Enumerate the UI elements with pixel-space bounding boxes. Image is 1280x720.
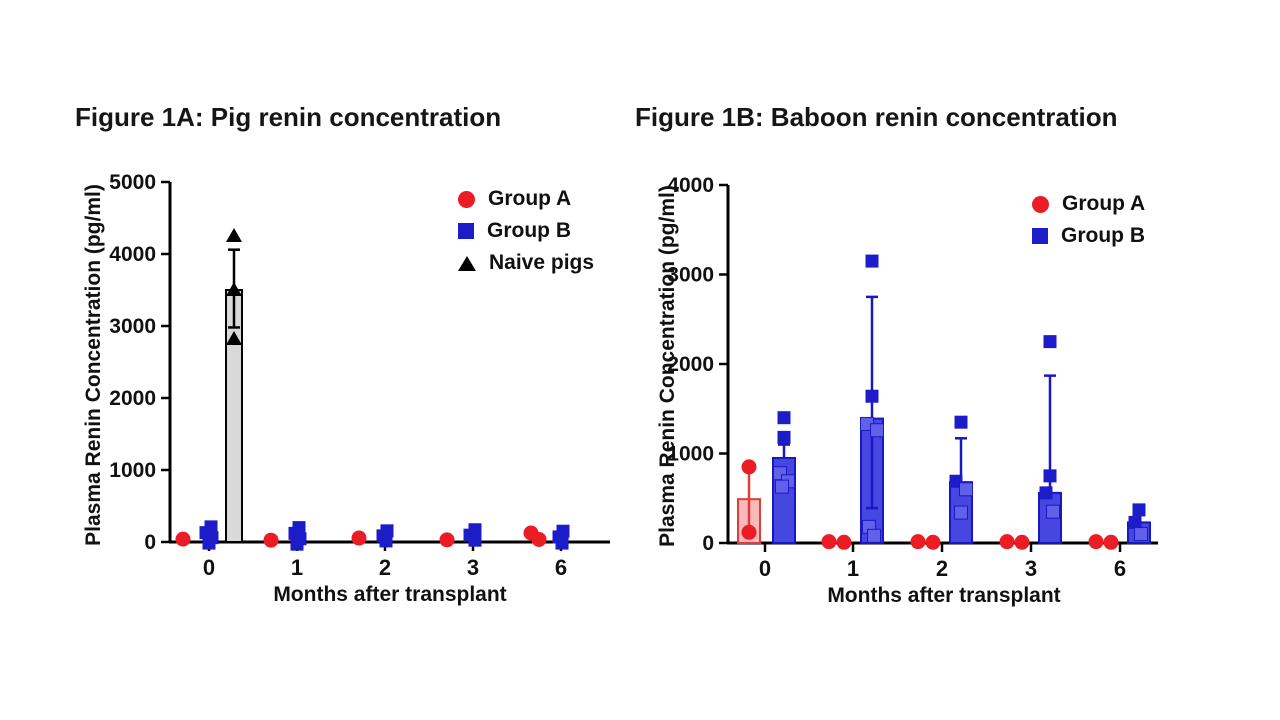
y-tick-label: 5000 — [109, 171, 156, 194]
data-point-square — [865, 254, 879, 268]
data-point-circle — [175, 531, 191, 547]
legend-row-naive-pigs: Naive pigs — [458, 247, 594, 279]
x-tick-label: 1 — [291, 555, 303, 580]
data-point-square — [1132, 503, 1146, 517]
y-tick-label: 1000 — [109, 459, 156, 482]
x-axis-label-fig1b: Months after transplant — [827, 584, 1061, 607]
y-tick-label: 1000 — [667, 443, 714, 466]
data-point-circle — [351, 530, 367, 546]
legend-label: Group A — [488, 187, 572, 210]
square-marker-icon — [1032, 228, 1048, 244]
data-point-square — [954, 415, 968, 429]
legend-label: Group B — [487, 219, 571, 242]
data-point-circle — [910, 534, 926, 550]
y-tick-label: 0 — [144, 531, 156, 554]
x-tick-label: 2 — [379, 555, 391, 580]
data-point-triangle — [226, 330, 242, 345]
fig1a-plot-area: 0 1000 2000 3000 4000 5000 0 1 2 3 6 — [109, 171, 610, 580]
x-tick-label: 6 — [555, 555, 567, 580]
data-point-square — [777, 411, 791, 425]
data-point-circle — [1103, 534, 1119, 550]
data-point-square — [555, 536, 569, 550]
data-point-square — [468, 533, 482, 547]
legend-row-group-a: Group A — [458, 183, 594, 215]
fig1b-plot-area: 0 1000 2000 3000 4000 0 1 2 3 6 — [667, 174, 1158, 581]
circle-marker-icon — [458, 190, 475, 208]
y-tick-label: 0 — [702, 532, 714, 555]
legend-fig1b: Group A Group B — [1032, 188, 1145, 252]
x-tick-label: 0 — [759, 556, 771, 581]
legend-label: Group B — [1061, 224, 1145, 247]
legend-label: Group A — [1062, 192, 1146, 215]
data-point-triangle — [226, 282, 242, 296]
data-point-square — [959, 482, 973, 497]
data-point-square — [1128, 515, 1142, 529]
data-point-circle — [263, 532, 279, 548]
x-tick-label: 3 — [467, 555, 479, 580]
y-tick-label: 2000 — [109, 387, 156, 410]
data-point-square — [1039, 486, 1053, 500]
x-tick-label: 1 — [847, 556, 859, 581]
data-point-square — [867, 528, 881, 543]
triangle-marker-icon — [458, 255, 476, 271]
legend-row-group-b: Group B — [458, 215, 594, 247]
y-tick-label: 4000 — [109, 243, 156, 266]
figure-1a-title: Figure 1A: Pig renin concentration — [75, 102, 502, 132]
data-point-square — [865, 389, 879, 403]
x-tick-label: 6 — [1114, 556, 1126, 581]
x-tick-label: 3 — [1025, 556, 1037, 581]
data-point-circle — [836, 534, 852, 550]
x-tick-label: 2 — [936, 556, 948, 581]
data-point-circle — [531, 531, 547, 547]
y-tick-label: 4000 — [667, 174, 714, 197]
data-point-circle — [439, 532, 455, 548]
legend-fig1a: Group A Group B Naive pigs — [458, 183, 594, 279]
figure-1b-title: Figure 1B: Baboon renin concentration — [635, 102, 1118, 132]
square-marker-icon — [458, 223, 474, 239]
data-point-square — [777, 430, 791, 444]
y-tick-label: 3000 — [109, 315, 156, 338]
data-point-circle — [1088, 534, 1104, 550]
data-point-triangle — [226, 228, 242, 242]
x-axis-label-fig1a: Months after transplant — [273, 583, 507, 606]
data-point-circle — [741, 524, 757, 540]
data-point-square — [775, 479, 789, 494]
legend-row-group-a: Group A — [1032, 188, 1145, 220]
data-point-square — [202, 536, 216, 550]
data-point-circle — [1014, 534, 1030, 550]
data-point-square — [1043, 469, 1057, 483]
data-point-square — [1046, 504, 1060, 519]
data-point-circle — [999, 534, 1015, 550]
data-point-square — [290, 537, 304, 551]
y-tick-label: 2000 — [667, 353, 714, 376]
data-point-circle — [821, 534, 837, 550]
circle-marker-icon — [1032, 195, 1049, 213]
legend-row-group-b: Group B — [1032, 220, 1145, 252]
data-point-square — [1134, 527, 1148, 542]
data-point-circle — [925, 534, 941, 550]
data-point-square — [379, 534, 393, 548]
data-point-square — [870, 423, 884, 438]
y-tick-label: 3000 — [667, 264, 714, 287]
data-point-square — [954, 505, 968, 520]
legend-label: Naive pigs — [489, 251, 595, 274]
x-tick-label: 0 — [203, 555, 215, 580]
data-point-square — [1043, 335, 1057, 349]
data-point-circle — [741, 459, 757, 475]
